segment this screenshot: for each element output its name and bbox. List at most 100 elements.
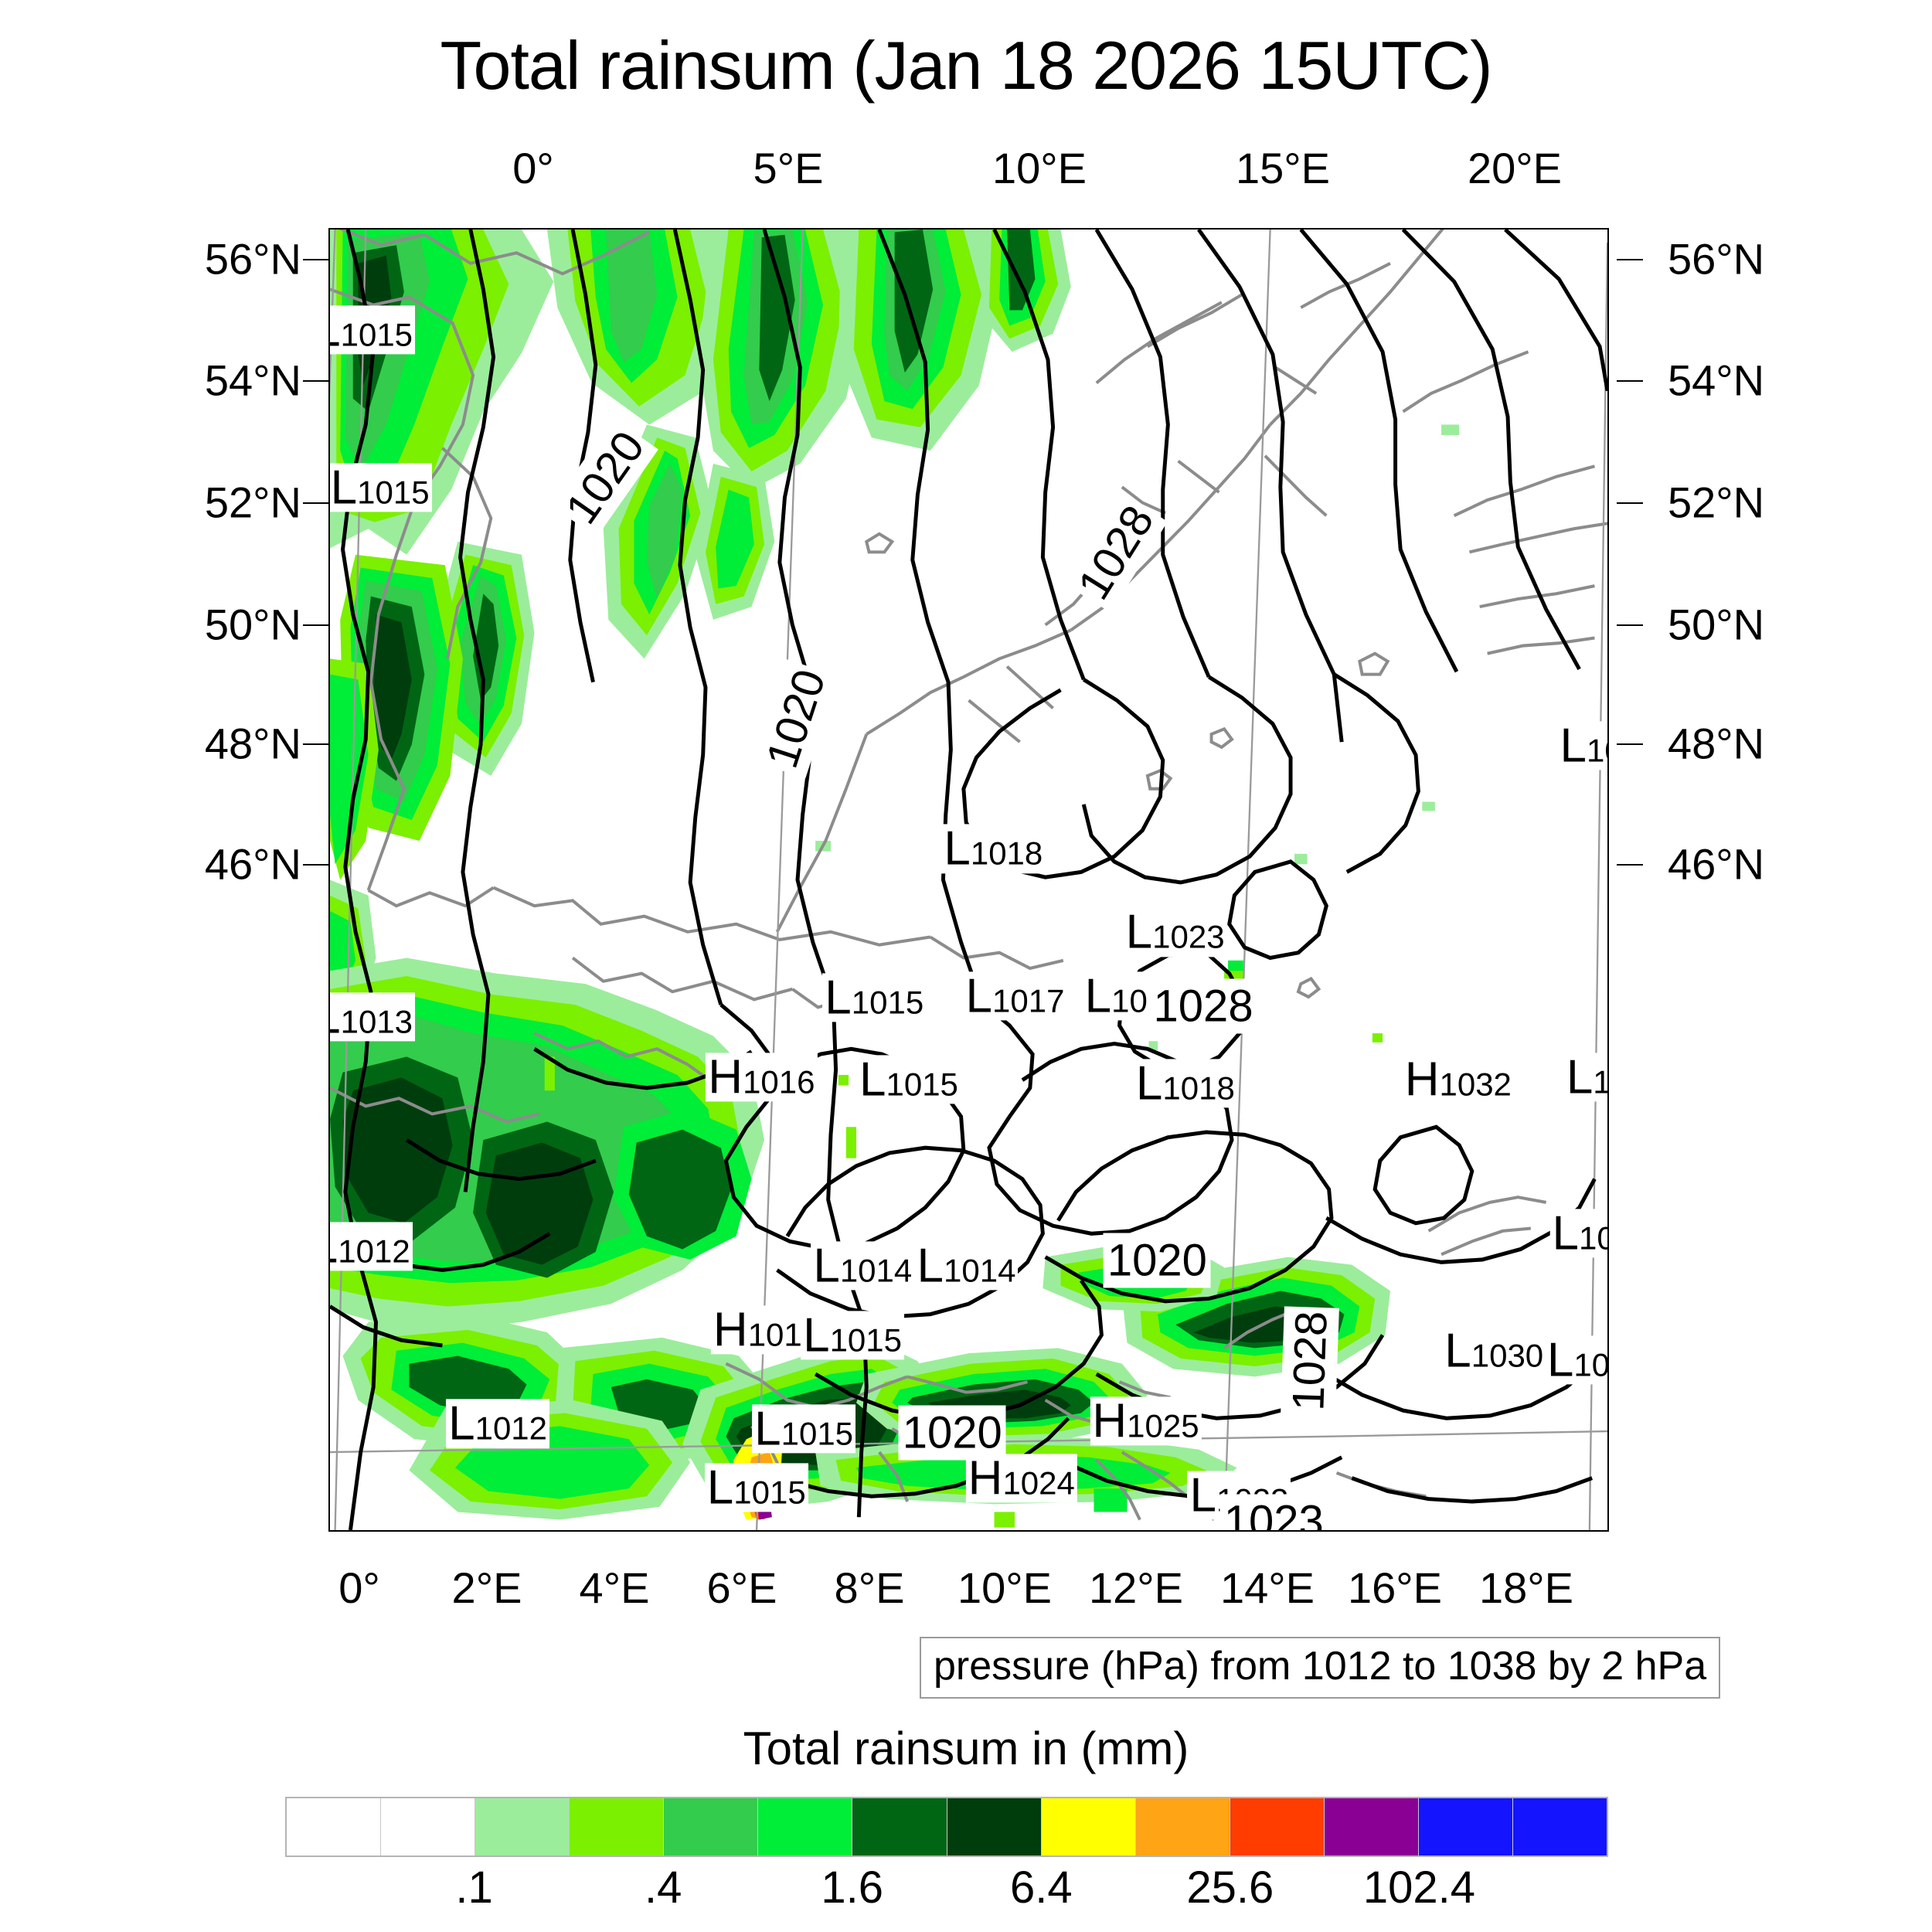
marker-value: 1024 <box>1002 1464 1075 1502</box>
marker-type: L <box>859 1053 886 1107</box>
axis-label-bottom: 8°E <box>834 1563 905 1612</box>
axis-tick-right <box>1617 864 1643 866</box>
marker-type: L <box>944 821 971 876</box>
marker-type: L <box>1135 1056 1163 1111</box>
colorbar-cell[interactable] <box>1041 1798 1136 1855</box>
marker-value: 1015 <box>781 1415 854 1452</box>
marker-type: L <box>803 1308 830 1362</box>
map-canvas <box>330 230 1607 1530</box>
marker-value: 1015 <box>340 316 413 353</box>
colorbar-cell[interactable] <box>475 1798 570 1855</box>
pressure-marker-low: L10 <box>1563 1049 1607 1104</box>
marker-value: 1012 <box>474 1410 548 1447</box>
marker-type: L <box>330 990 341 1043</box>
isobar-value-label: 1020 <box>898 1405 1006 1461</box>
pressure-marker-low: L1012 <box>446 1396 550 1451</box>
marker-value: 10 <box>1587 732 1607 769</box>
colorbar-cell[interactable] <box>947 1798 1042 1855</box>
isobar-value-label: 1028 <box>1280 1306 1339 1417</box>
pressure-marker-low: L1012 <box>330 1219 413 1273</box>
marker-type: L <box>754 1402 781 1456</box>
colorbar-cell[interactable] <box>1135 1798 1230 1855</box>
axis-label-top: 10°E <box>992 144 1087 192</box>
axis-label-right: 54°N <box>1668 355 1765 405</box>
marker-type: L <box>330 1219 338 1273</box>
pressure-marker-low: L1015 <box>330 463 432 512</box>
axis-label-bottom: 0° <box>338 1563 380 1612</box>
pressure-marker-low: L1015 <box>856 1053 961 1107</box>
colorbar-cell[interactable] <box>852 1798 947 1855</box>
axis-label-left: 52°N <box>204 478 301 527</box>
marker-value: 1018 <box>970 835 1043 872</box>
marker-type: L <box>1189 1468 1216 1522</box>
marker-value: 1016 <box>743 1063 815 1100</box>
marker-type: L <box>1566 1049 1594 1104</box>
axis-label-bottom: 6°E <box>706 1563 777 1612</box>
marker-value: 1014 <box>944 1252 1016 1289</box>
marker-type: H <box>1404 1053 1440 1107</box>
isobar-value-label: 1028 <box>1149 978 1257 1034</box>
page-title: Total rainsum (Jan 18 2026 15UTC) <box>440 27 1493 104</box>
axis-label-bottom: 18°E <box>1478 1563 1574 1612</box>
marker-value: 1030 <box>1471 1337 1544 1374</box>
axis-tick-left <box>303 502 329 504</box>
marker-type: H <box>713 1303 748 1357</box>
colorbar-cell[interactable] <box>664 1798 759 1855</box>
marker-value: 1015 <box>357 474 430 511</box>
isobar-value-label: 1020 <box>1103 1233 1211 1288</box>
colorbar-tick-label: .1 <box>455 1862 493 1913</box>
colorbar-title: Total rainsum in (mm) <box>743 1723 1189 1774</box>
axis-label-right: 46°N <box>1668 839 1765 889</box>
colorbar-cell[interactable] <box>758 1798 853 1855</box>
marker-type: L <box>1084 969 1112 1023</box>
colorbar-cell[interactable] <box>1418 1798 1514 1855</box>
axis-tick-left <box>303 380 329 382</box>
pressure-marker-low: L1015 <box>752 1402 856 1456</box>
marker-value: 1017 <box>992 982 1065 1019</box>
marker-value: 1015 <box>886 1066 958 1103</box>
axis-label-left: 54°N <box>204 355 301 405</box>
axis-label-bottom: 14°E <box>1219 1563 1315 1612</box>
pressure-marker-low: L1017 <box>963 969 1067 1023</box>
map-plot-area[interactable]: L1015L1015L1015L1017L1018L1018L1023L1015… <box>328 228 1609 1532</box>
marker-value: 1032 <box>1439 1066 1512 1103</box>
colorbar-cell[interactable] <box>287 1798 382 1855</box>
axis-label-bottom: 10°E <box>957 1563 1053 1612</box>
colorbar-tick-label: 25.6 <box>1186 1862 1274 1913</box>
colorbar-wrap: .1 .4 1.6 6.4 25.6 102.4 <box>285 1797 1608 1913</box>
colorbar-cell[interactable] <box>570 1798 665 1855</box>
colorbar-cell[interactable] <box>381 1798 476 1855</box>
pressure-marker-low: L1023 <box>1123 905 1227 959</box>
isobar-value-label: 1023 <box>1219 1494 1328 1530</box>
marker-value: 103 <box>1573 1346 1609 1383</box>
pressure-marker-low: L1030 <box>1442 1326 1546 1376</box>
pressure-marker-low: L1015 <box>801 1308 905 1362</box>
marker-type: L <box>813 1239 840 1293</box>
marker-type: H <box>968 1451 1003 1505</box>
colorbar-cell[interactable] <box>1324 1798 1419 1855</box>
marker-value: 1012 <box>338 1233 410 1270</box>
axis-label-right: 48°N <box>1668 719 1765 768</box>
axis-tick-right <box>1617 624 1643 626</box>
colorbar-cell[interactable] <box>1230 1798 1325 1855</box>
axis-label-bottom: 12°E <box>1088 1563 1184 1612</box>
marker-type: L <box>965 969 993 1023</box>
marker-value: 1018 <box>1162 1070 1235 1107</box>
pressure-marker-high: H1032 <box>1402 1053 1514 1107</box>
marker-type: L <box>1552 1206 1579 1260</box>
pressure-marker-high: H1016 <box>706 1049 818 1104</box>
colorbar-cell[interactable] <box>1513 1798 1607 1855</box>
colorbar[interactable] <box>285 1797 1608 1857</box>
marker-type: L <box>448 1396 475 1451</box>
axis-tick-right <box>1617 502 1643 504</box>
pressure-marker-low: L1013 <box>330 990 416 1043</box>
marker-value: 1025 <box>1127 1407 1199 1444</box>
marker-type: L <box>1125 905 1153 959</box>
colorbar-tick-label: 1.6 <box>821 1862 884 1913</box>
axis-tick-left <box>303 743 329 745</box>
pressure-marker-low: L10 <box>1557 721 1607 770</box>
pressure-legend: pressure (hPa) from 1012 to 1038 by 2 hP… <box>920 1637 1721 1699</box>
axis-label-top: 5°E <box>753 144 824 192</box>
pressure-marker-low: L103 <box>1544 1335 1609 1385</box>
marker-type: H <box>708 1049 743 1104</box>
